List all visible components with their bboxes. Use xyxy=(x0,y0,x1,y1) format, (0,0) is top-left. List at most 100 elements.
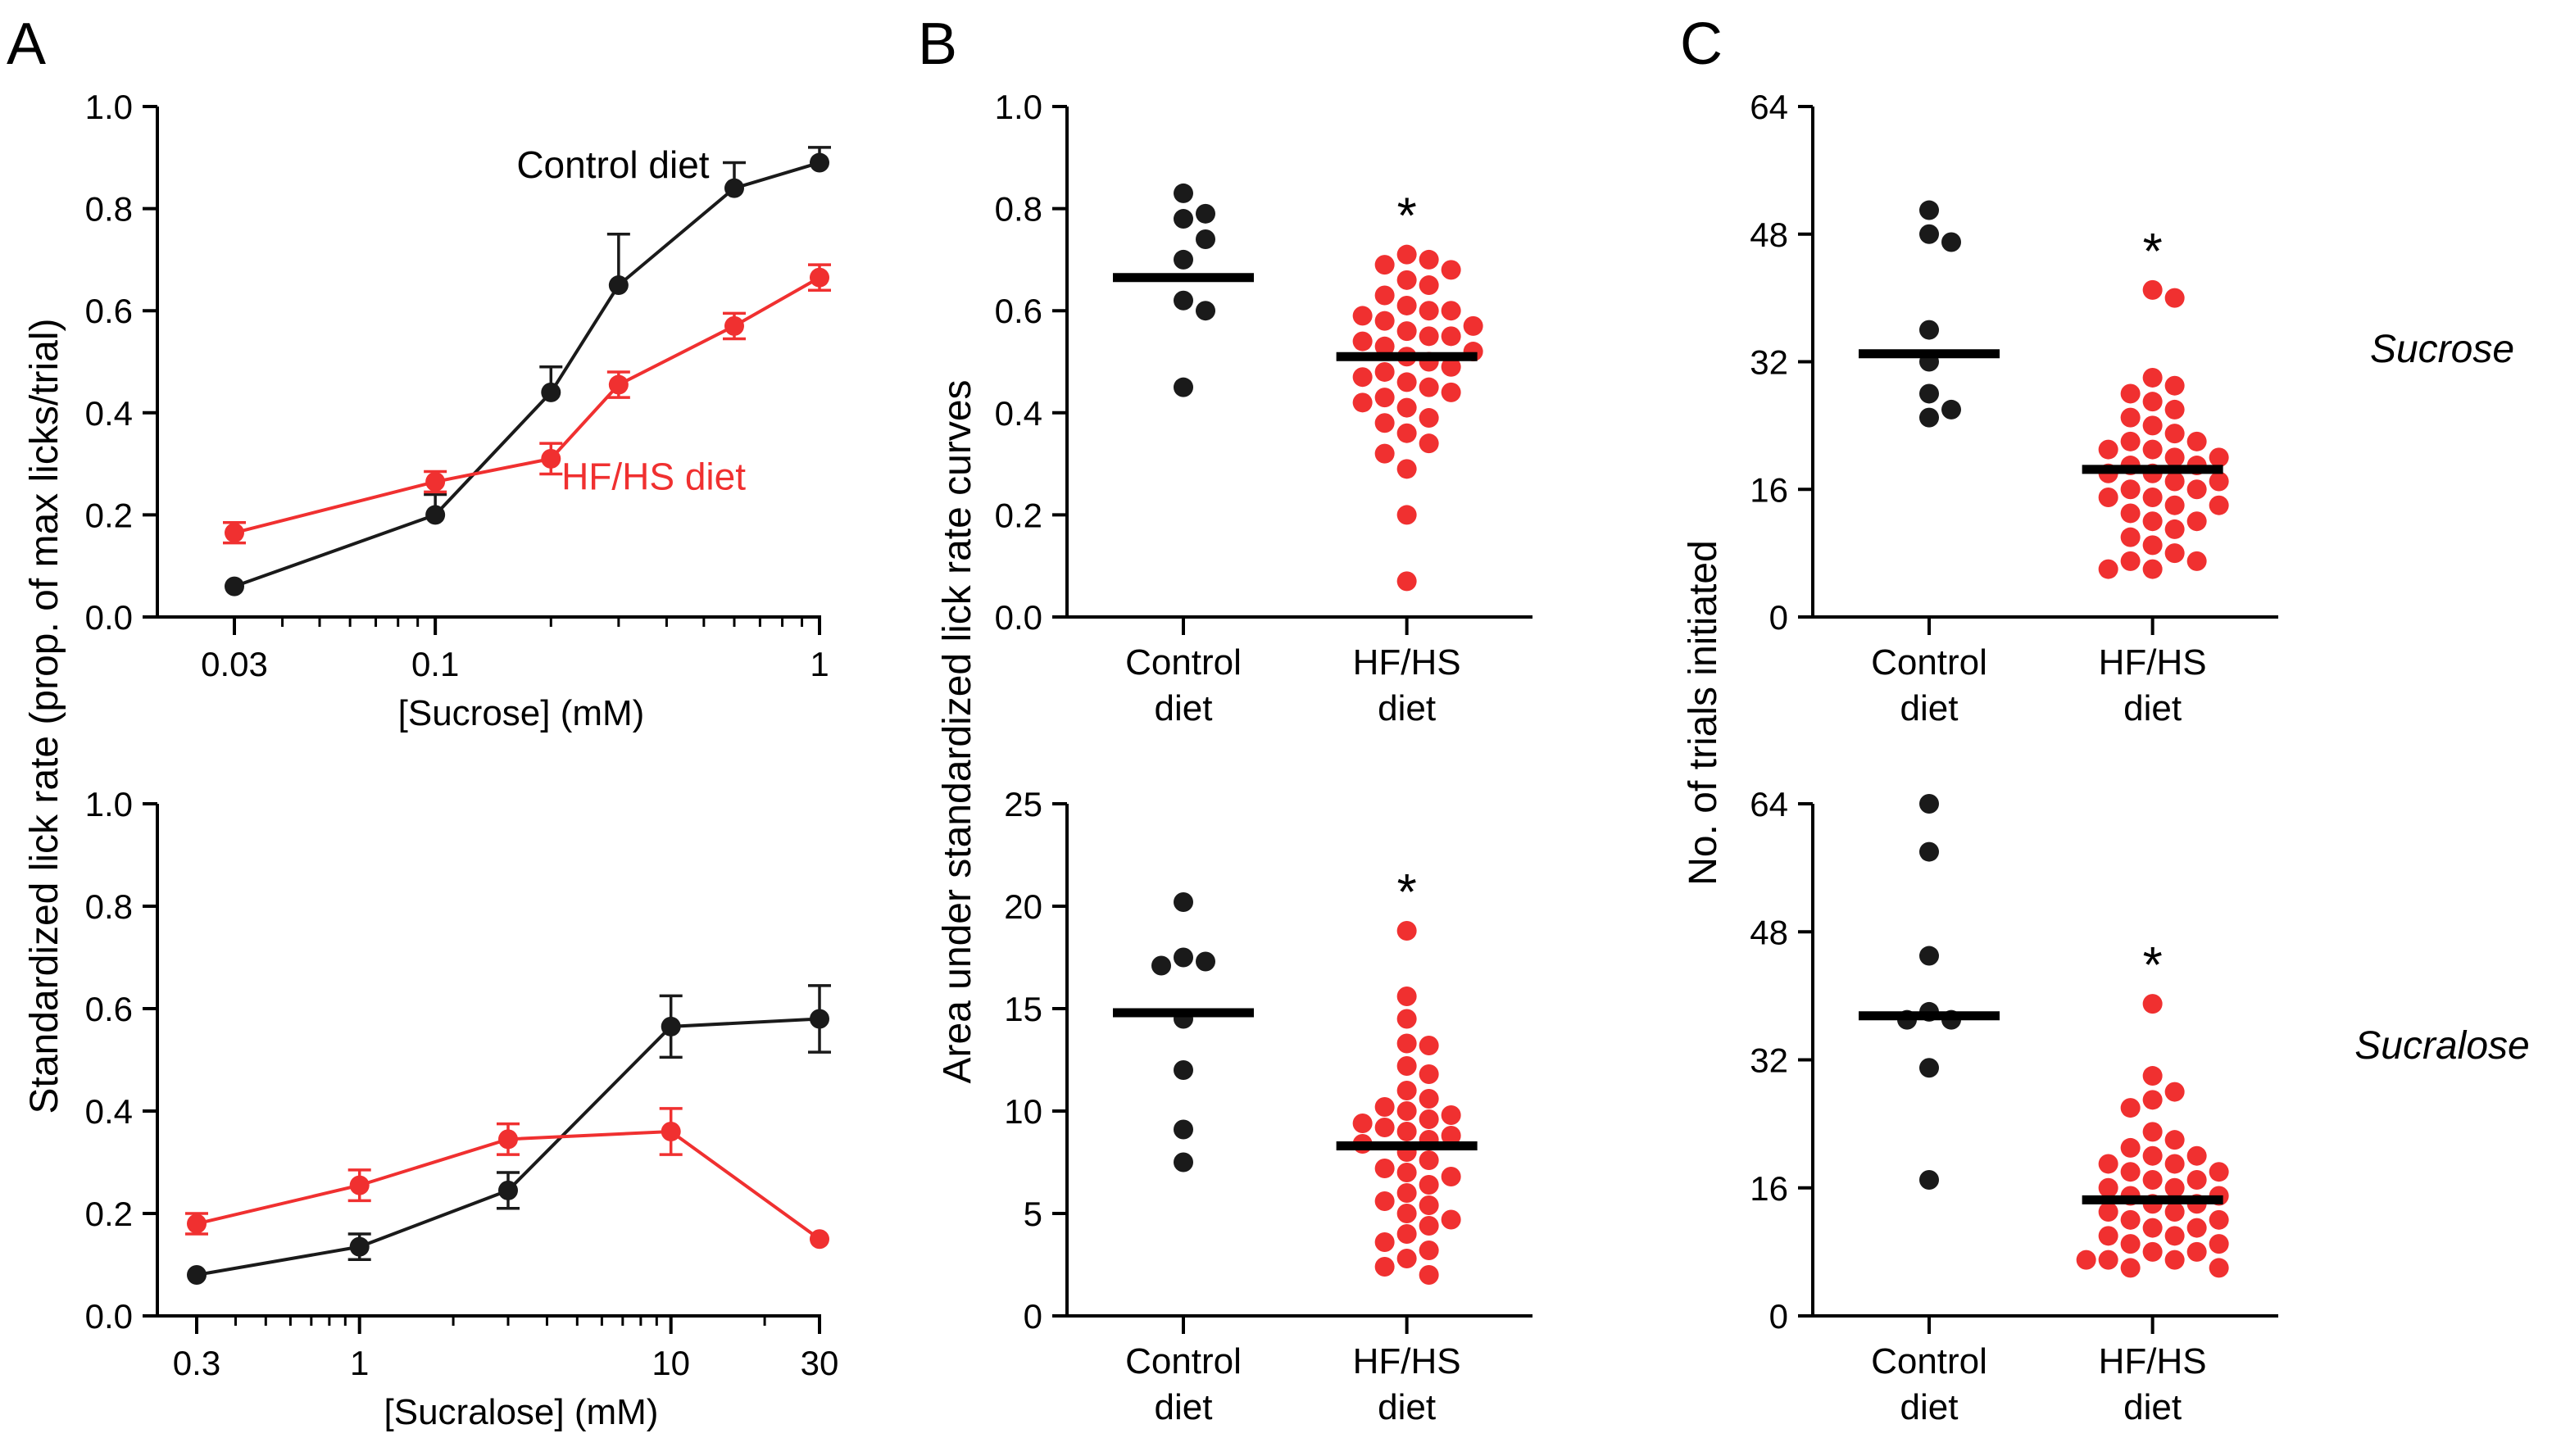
C_top-group-hfhs-point xyxy=(2120,527,2141,547)
B_top-group-hfhs-point xyxy=(1419,249,1439,270)
B_bottom-group-hfhs-point xyxy=(1419,1089,1439,1109)
B_top-group-hfhs-point xyxy=(1441,356,1461,377)
B_top-group-hfhs-point xyxy=(1374,388,1395,408)
C_top-group-hfhs-point xyxy=(2120,431,2141,451)
B_top-group-hfhs-point xyxy=(1441,260,1461,280)
C_top-group-hfhs-point xyxy=(2142,535,2163,556)
C_bottom-group-hfhs-point xyxy=(2120,1209,2141,1230)
B_top-group-control-point xyxy=(1174,183,1193,203)
C_top-group-hfhs-point xyxy=(2142,392,2163,412)
A_top-xlabel: [Sucrose] (mM) xyxy=(398,693,645,733)
B_top-x-tick-label: Control xyxy=(1125,642,1242,683)
B_top-x-tick-label: diet xyxy=(1378,688,1436,728)
C_top-group-control-point xyxy=(1919,224,1939,244)
C_top-group-control-point xyxy=(1941,232,1961,252)
C_bottom-group-control-point xyxy=(1919,841,1939,862)
C_bottom-group-control-point xyxy=(1919,794,1939,814)
B_top-group-control-point xyxy=(1196,301,1215,321)
C_top-significance-star: * xyxy=(2143,224,2163,280)
B_bottom-x-tick-label: Control xyxy=(1125,1341,1242,1381)
C_top-group-hfhs-point xyxy=(2164,471,2185,492)
C_bottom-group-hfhs-point xyxy=(2142,1169,2163,1190)
B_top-y-tick-label: 0.4 xyxy=(995,394,1042,433)
A_top-y-tick-label: 0.8 xyxy=(85,190,133,229)
A_top-x-tick-label: 0.1 xyxy=(411,645,459,683)
C_top-group-hfhs-point xyxy=(2164,288,2185,308)
A_bottom-y-tick-label: 0.2 xyxy=(85,1195,133,1233)
B_bottom-group-hfhs-point xyxy=(1374,1232,1395,1252)
A_bottom-y-tick-label: 1.0 xyxy=(85,785,133,823)
B_bottom-y-tick-label: 15 xyxy=(1004,990,1042,1028)
C_top-group-hfhs-point xyxy=(2098,487,2118,507)
chart-b-top: 0.0 0.2 0.4 0.6 0.8 1.0 Control diet HF/HS diet * xyxy=(995,88,1532,728)
A_bottom-series-control-point xyxy=(810,1009,829,1029)
B_bottom-group-control-point xyxy=(1174,1119,1193,1140)
C_top-group-control-point xyxy=(1941,399,1961,420)
A_top-series-control-point xyxy=(541,382,561,402)
panel-letter-b: B xyxy=(918,11,957,77)
C_bottom-group-hfhs-point xyxy=(2098,1154,2118,1174)
A_bottom-series-control-point xyxy=(498,1180,518,1200)
C_bottom-group-hfhs-point xyxy=(2098,1250,2118,1270)
B_top-group-hfhs-point xyxy=(1374,361,1395,382)
C_top-y-tick-label: 0 xyxy=(1769,598,1788,637)
C_top-group-hfhs-point xyxy=(2164,375,2185,396)
B_bottom-group-control-point xyxy=(1174,947,1193,968)
C_bottom-group-hfhs-point xyxy=(2098,1226,2118,1246)
B_top-group-hfhs-point xyxy=(1396,505,1417,525)
C_top-group-control-point xyxy=(1919,383,1939,404)
B_bottom-group-hfhs-point xyxy=(1419,1241,1439,1260)
A_bottom-series-control-point xyxy=(187,1265,207,1285)
C_bottom-group-hfhs-point xyxy=(2142,1090,2163,1110)
B_top-group-hfhs-point xyxy=(1396,321,1417,342)
C_top-group-hfhs-point xyxy=(2209,447,2229,468)
A_top-annotation-control: Control diet xyxy=(516,143,709,186)
C_bottom-group-hfhs-point xyxy=(2164,1226,2185,1246)
B_bottom-group-control-point xyxy=(1174,1152,1193,1173)
C_top-y-tick-label: 16 xyxy=(1750,470,1788,509)
B_bottom-group-hfhs-point xyxy=(1419,1175,1439,1195)
A_bottom-series-control-point xyxy=(661,1016,681,1036)
A_top-x-tick-label: 0.03 xyxy=(201,645,268,683)
B_bottom-group-hfhs-point xyxy=(1396,1101,1417,1121)
A_bottom-series-hfhs-point xyxy=(498,1129,518,1150)
B_top-group-hfhs-point xyxy=(1396,295,1417,315)
A_top-series-hfhs-point xyxy=(810,267,829,288)
B_top-group-control-point xyxy=(1174,290,1193,311)
B_bottom-y-tick-label: 5 xyxy=(1024,1195,1042,1233)
B_bottom-group-hfhs-point xyxy=(1396,1204,1417,1223)
B_top-group-hfhs-point xyxy=(1463,315,1483,336)
chart-c-bottom: 0 16 32 48 64 Control diet HF/HS diet * Sucralose xyxy=(1750,785,2529,1427)
B_top-group-hfhs-point xyxy=(1441,326,1461,347)
C_top-x-tick-label: Control xyxy=(1871,642,1987,683)
A_top-series-hfhs-point xyxy=(608,374,629,395)
B_top-x-tick-label: HF/HS xyxy=(1353,642,1461,683)
C_top-group-hfhs-point xyxy=(2120,503,2141,524)
A_bottom-series-control-point xyxy=(349,1236,370,1257)
A_top-series-hfhs-point xyxy=(225,523,244,543)
C_bottom-group-hfhs-point xyxy=(2098,1202,2118,1222)
B_bottom-group-hfhs-point xyxy=(1352,1114,1373,1133)
C_top-group-hfhs-point xyxy=(2164,424,2185,444)
C_bottom-group-hfhs-point xyxy=(2186,1218,2207,1238)
B_top-group-hfhs-point xyxy=(1396,397,1417,418)
C_bottom-group-hfhs-point xyxy=(2186,1241,2207,1262)
C_bottom-group-hfhs-point xyxy=(2142,1066,2163,1086)
C_bottom-group-hfhs-point xyxy=(2142,1241,2163,1262)
C_bottom-group-hfhs-point xyxy=(2186,1145,2207,1166)
B_top-group-hfhs-point xyxy=(1396,459,1417,479)
C_bottom-group-hfhs-point xyxy=(2120,1162,2141,1182)
B_top-group-hfhs-point xyxy=(1396,270,1417,290)
A_top-series-control-line xyxy=(234,161,820,588)
panel-letter-c: C xyxy=(1680,11,1723,77)
B_top-group-hfhs-point xyxy=(1374,443,1395,464)
A_bottom-series-hfhs-point xyxy=(661,1122,681,1141)
panel-letter-a: A xyxy=(7,11,46,77)
B_top-group-hfhs-point xyxy=(1352,331,1373,352)
C_top-group-hfhs-point xyxy=(2142,415,2163,436)
A_bottom-y-tick-label: 0.0 xyxy=(85,1297,133,1336)
C_top-group-hfhs-point xyxy=(2164,495,2185,515)
B_bottom-significance-star: * xyxy=(1397,864,1417,921)
C_top-group-hfhs-point xyxy=(2186,431,2207,451)
C_bottom-group-hfhs-point xyxy=(2209,1258,2229,1278)
